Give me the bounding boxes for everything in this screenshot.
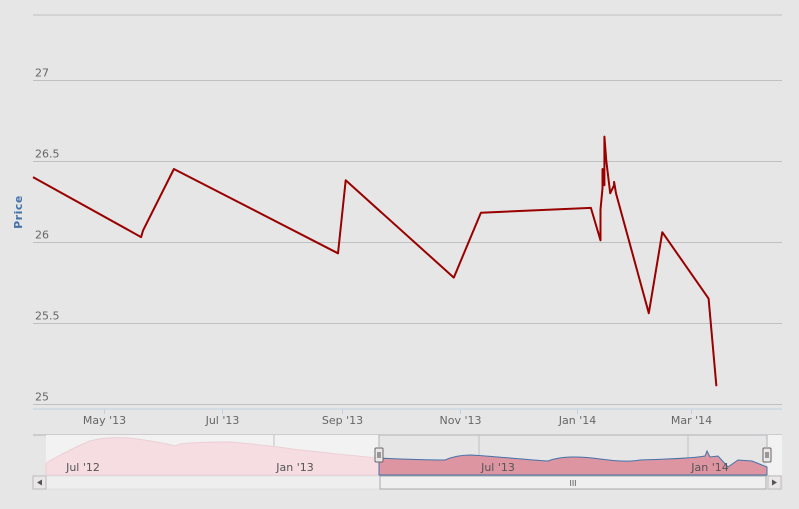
navigator-label: Jan '13 [275, 461, 313, 474]
navigator-selected-area [378, 449, 768, 476]
y-axis-ticks: 25 25.5 26 26.5 27 [35, 67, 60, 404]
scrollbar-thumb[interactable] [379, 475, 767, 490]
y-tick-label: 26 [35, 229, 49, 242]
x-tick-label: Nov '13 [440, 414, 482, 427]
arrow-left-icon [37, 479, 42, 486]
scrollbar-grip-icon: III [569, 479, 576, 488]
y-axis-title: Price [12, 195, 25, 229]
x-tick-label: Sep '13 [322, 414, 363, 427]
navigator-right-handle[interactable] [762, 447, 772, 463]
y-tick-label: 25 [35, 391, 49, 404]
navigator-unselected-right [767, 435, 782, 475]
navigator-label: Jul '12 [65, 461, 100, 474]
scrollbar[interactable]: III [32, 475, 783, 490]
y-tick-label: 27 [35, 67, 49, 80]
x-tick-label: Jul '13 [205, 414, 240, 427]
navigator-label: Jan '14 [690, 461, 728, 474]
navigator-left-handle[interactable] [374, 447, 384, 463]
y-tick-label: 26.5 [35, 148, 60, 161]
x-tick-label: Jan '14 [558, 414, 596, 427]
navigator-label: Jul '13 [480, 461, 515, 474]
grid-lines [33, 14, 782, 405]
navigator-labels: Jul '12 Jan '13 Jul '13 Jan '14 [65, 461, 729, 474]
x-tick-label: Mar '14 [671, 414, 712, 427]
navigator-faded-area [45, 437, 380, 476]
x-axis-ticks: May '13 Jul '13 Sep '13 Nov '13 Jan '14 Mar '… [83, 409, 712, 427]
price-series-line [32, 135, 718, 387]
navigator[interactable]: Jul '12 Jan '13 Jul '13 Jan '14 [33, 434, 782, 476]
y-tick-label: 25.5 [35, 310, 60, 323]
x-tick-label: May '13 [83, 414, 126, 427]
arrow-right-icon [772, 479, 777, 486]
